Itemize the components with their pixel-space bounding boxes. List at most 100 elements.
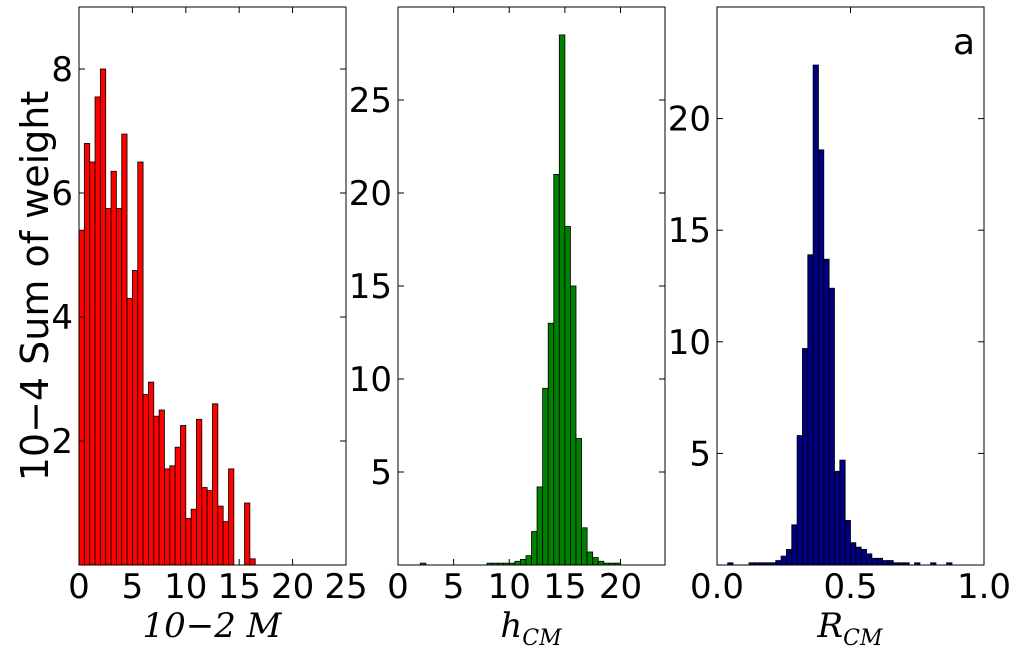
panel-rcm-bar xyxy=(834,470,841,566)
panel-rcm-bar xyxy=(844,519,851,566)
panel-rcm-bar xyxy=(775,560,782,566)
panel-hcm-bar xyxy=(519,559,527,566)
panel-mass-bar xyxy=(174,446,181,566)
panel-mass-xtick-label: 20 xyxy=(271,567,314,607)
panel-hcm-xtick-label: 5 xyxy=(443,567,465,607)
panel-mass-bar xyxy=(78,229,85,566)
panel-mass-ylabel: 10−4 Sum of weight xyxy=(13,91,57,482)
panel-hcm-bar xyxy=(592,557,599,566)
panel-hcm-ytick-label: 15 xyxy=(349,267,392,307)
panel-hcm-bar xyxy=(581,527,588,566)
panel-mass-bar xyxy=(99,68,107,566)
panel-mass-bar xyxy=(137,161,144,566)
panel-hcm-bar xyxy=(536,486,544,566)
panel-hcm-xtick-label: 15 xyxy=(543,567,586,607)
panel-rcm-bar xyxy=(786,548,793,566)
panel-mass-bar xyxy=(83,142,91,566)
panel-mass-ytick-label: 6 xyxy=(51,174,73,214)
panel-rcm-bar xyxy=(887,560,894,566)
panel-rcm-bar xyxy=(866,553,873,566)
panel-mass-frame xyxy=(78,6,347,566)
panel-mass-xtick-label: 15 xyxy=(218,567,261,607)
panel-rcm-bar xyxy=(828,287,835,566)
panel-hcm-xlabel-sub: CM xyxy=(522,626,562,651)
panel-hcm-bar xyxy=(597,560,605,566)
panel-hcm-bar xyxy=(525,555,532,566)
panel-mass-bar xyxy=(206,490,213,566)
panel-mass-bar xyxy=(244,502,251,566)
panel-mass-bar xyxy=(217,505,224,566)
panel-mass-bars xyxy=(78,68,256,566)
panel-mass-ytick-label: 8 xyxy=(51,50,73,90)
panel-hcm-xlabel: hCM xyxy=(500,606,562,651)
panel-mass-bar xyxy=(153,415,160,566)
panel-hcm-bar xyxy=(575,438,582,566)
panel-mass-xtick-label: 10 xyxy=(164,567,207,607)
panel-rcm-bar xyxy=(807,254,814,566)
panel-hcm-bar xyxy=(586,551,594,566)
panel-rcm-ytick-label: 10 xyxy=(668,323,711,363)
panel-hcm-xtick-label: 20 xyxy=(599,567,642,607)
panel-rcm-xlabel-main: R xyxy=(817,606,844,646)
panel-mass-ytick-label: 2 xyxy=(51,422,73,462)
panel-mass-ticks: 0 5 10 15 20 25 2 4 6 8 xyxy=(51,7,368,607)
panel-mass-bar xyxy=(158,409,165,566)
panel-rcm: 0.0 0.5 1.0 5 10 15 20 RCM a xyxy=(668,6,1011,651)
panel-mass-bar xyxy=(148,381,155,566)
panel-rcm-bar xyxy=(871,557,878,566)
panel-mass-bar xyxy=(190,508,197,566)
panel-mass-bar xyxy=(121,133,128,566)
panel-rcm-bar xyxy=(818,149,825,566)
panel-rcm-bar xyxy=(850,542,857,566)
panel-mass-xlabel: 10−2 M xyxy=(142,606,282,646)
panel-hcm-ytick-label: 10 xyxy=(349,360,392,400)
panel-hcm-xtick-label: 10 xyxy=(488,567,531,607)
panel-rcm-annotation: a xyxy=(953,22,975,63)
panel-hcm-bar xyxy=(542,387,549,566)
panel-mass-bar xyxy=(89,161,96,566)
panel-rcm-bar xyxy=(860,548,867,566)
panel-hcm-ytick-label: 20 xyxy=(349,174,392,214)
panel-hcm-bar xyxy=(558,34,566,566)
panel-mass-bar xyxy=(201,487,208,566)
panel-mass-bar xyxy=(115,208,123,566)
panel-hcm-bar xyxy=(547,322,555,566)
panel-mass-bar xyxy=(131,270,139,566)
panel-rcm-bar xyxy=(876,557,883,566)
panel-mass-bar xyxy=(185,518,192,566)
panel-mass-bar xyxy=(126,297,133,566)
panel-rcm-bar xyxy=(802,348,809,566)
panel-mass-bar xyxy=(212,403,219,566)
panel-mass-bar xyxy=(94,96,101,566)
panel-rcm-bar xyxy=(780,555,787,566)
panel-mass-xtick-label: 25 xyxy=(324,567,367,607)
panel-hcm-ytick-label: 25 xyxy=(349,81,392,121)
panel-rcm-ticks: 0.0 0.5 1.0 5 10 15 20 xyxy=(668,7,1011,607)
panel-rcm-xlabel-sub: CM xyxy=(843,626,883,651)
panel-rcm-frame xyxy=(716,6,985,566)
panel-rcm-bar xyxy=(796,435,803,566)
panel-hcm-xtick-label: 0 xyxy=(387,567,409,607)
panel-rcm-bar xyxy=(855,546,862,566)
panel-rcm-bar xyxy=(823,258,830,566)
panel-hcm-bar xyxy=(570,285,577,566)
panel-rcm-bar xyxy=(812,64,819,566)
panel-mass-bar xyxy=(222,521,229,566)
panel-rcm-bar xyxy=(882,560,889,566)
panel-rcm-xlabel: RCM xyxy=(817,606,883,651)
panel-rcm-xtick-label: 0.5 xyxy=(823,567,877,607)
panel-rcm-xtick-label: 1.0 xyxy=(957,567,1011,607)
panel-mass-bar xyxy=(196,418,203,566)
panel-hcm-bar xyxy=(514,560,521,566)
panel-mass-bar xyxy=(228,468,235,566)
panel-mass-bar xyxy=(110,170,117,566)
panel-mass: 0 5 10 15 20 25 2 4 6 8 10−2 M 10−4 Sum of weight xyxy=(13,6,368,646)
panel-rcm-bar xyxy=(791,524,798,566)
panel-mass-bar xyxy=(142,394,149,566)
panel-hcm-ytick-label: 5 xyxy=(370,453,392,493)
panel-mass-bar xyxy=(180,425,187,566)
panel-hcm-bars xyxy=(419,34,621,566)
